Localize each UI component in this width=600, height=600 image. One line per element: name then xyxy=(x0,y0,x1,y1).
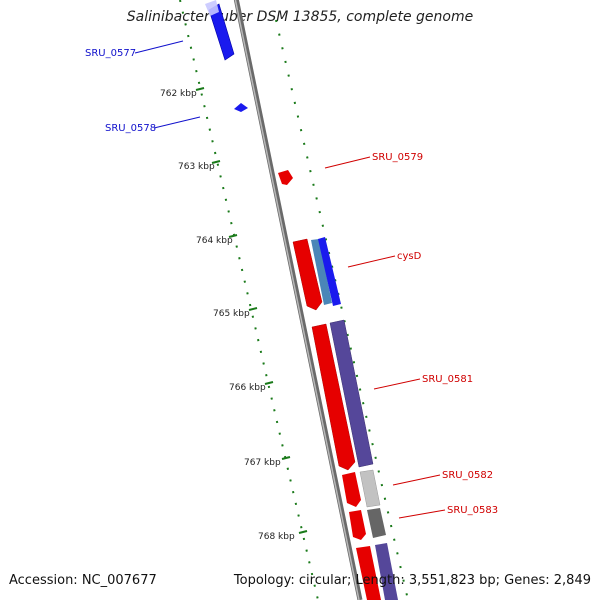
genome-backbone xyxy=(233,0,363,600)
gene-SRU_0582-red[interactable] xyxy=(342,472,361,507)
tick-label-767: 767 kbp xyxy=(244,458,281,468)
gene-label-SRU_0578[interactable]: SRU_0578 xyxy=(105,123,156,134)
tick-label-762: 762 kbp xyxy=(160,89,197,99)
tick-label-765: 765 kbp xyxy=(213,309,250,319)
gene-SRU_0583-darkgrey[interactable] xyxy=(367,508,386,538)
gene-label-SRU_0579[interactable]: SRU_0579 xyxy=(372,152,423,163)
gene-cysD-blue[interactable] xyxy=(318,237,341,306)
gene-label-SRU_0581[interactable]: SRU_0581 xyxy=(422,374,473,385)
gene-bottom-purple[interactable] xyxy=(375,543,398,600)
label-leader-lines xyxy=(134,40,446,519)
gene-SRU_0581-purple[interactable] xyxy=(329,319,374,468)
tick-label-766: 766 kbp xyxy=(229,383,266,393)
gene-label-SRU_0582[interactable]: SRU_0582 xyxy=(442,470,493,481)
genome-summary-text: Topology: circular; Length: 3,551,823 bp… xyxy=(233,573,591,588)
tick-label-768: 768 kbp xyxy=(258,532,295,542)
gene-SRU_0578[interactable] xyxy=(234,103,248,112)
gene-SRU_0581-red[interactable] xyxy=(311,323,356,471)
gene-label-SRU_0583[interactable]: SRU_0583 xyxy=(447,505,498,516)
gene-SRU_0579[interactable] xyxy=(278,170,293,185)
gc-skew-track-right xyxy=(275,19,409,600)
gene-SRU_0582-grey[interactable] xyxy=(359,469,381,508)
gene-label-SRU_0577[interactable]: SRU_0577 xyxy=(85,48,136,59)
kbp-tick-marks xyxy=(195,87,308,534)
gene-label-cysD[interactable]: cysD xyxy=(397,251,422,262)
tick-label-763: 763 kbp xyxy=(178,162,215,172)
accession-text: Accession: NC_007677 xyxy=(9,573,157,588)
gene-cysD-teal[interactable] xyxy=(311,239,332,305)
gene-SRU_0583-red[interactable] xyxy=(349,510,366,540)
gene-cysD-red[interactable] xyxy=(292,238,323,311)
tick-label-764: 764 kbp xyxy=(196,236,233,246)
gene-bottom-red[interactable] xyxy=(356,546,381,600)
gene-features xyxy=(205,0,398,600)
